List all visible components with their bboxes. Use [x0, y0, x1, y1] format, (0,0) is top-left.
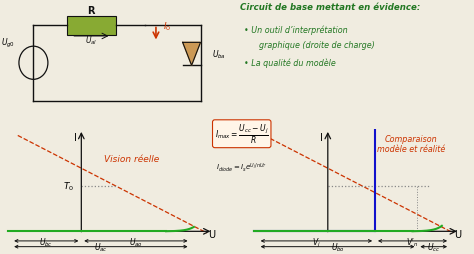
Text: $V_j$: $V_j$ [312, 235, 321, 249]
Polygon shape [182, 43, 201, 66]
Text: $U_{bc}$: $U_{bc}$ [39, 235, 53, 248]
Text: Vision réelle: Vision réelle [104, 154, 159, 163]
Text: • La qualité du modèle: • La qualité du modèle [245, 59, 336, 68]
Text: $U_{cc}$: $U_{cc}$ [427, 241, 440, 253]
Text: $I_0$: $I_0$ [163, 20, 171, 33]
Text: $U_{al}$: $U_{al}$ [85, 34, 98, 47]
Text: Comparaison
modèle et réalité: Comparaison modèle et réalité [377, 134, 445, 154]
Text: $U_{g0}$: $U_{g0}$ [1, 37, 15, 50]
Text: R: R [88, 6, 95, 17]
Text: graphique (droite de charge): graphique (droite de charge) [259, 41, 374, 50]
Text: U: U [208, 229, 215, 239]
Text: • Un outil d’interprétation: • Un outil d’interprétation [245, 26, 348, 35]
Text: U: U [455, 229, 462, 239]
Text: $U_{ac}$: $U_{ac}$ [94, 241, 108, 253]
Text: $U_{ao}$: $U_{ao}$ [129, 235, 143, 248]
Text: I: I [320, 133, 323, 143]
Text: Circuit de base mettant en évidence:: Circuit de base mettant en évidence: [239, 3, 420, 12]
Text: $V'_n$: $V'_n$ [406, 235, 419, 248]
Text: $I_{diode}=I_s e^{U_j/nU_T}$: $I_{diode}=I_s e^{U_j/nU_T}$ [216, 160, 267, 173]
Text: $U_{bo}$: $U_{bo}$ [330, 241, 345, 253]
Text: I: I [73, 133, 76, 143]
Text: $I_{max}=\dfrac{U_{cc}-U_j}{R}$: $I_{max}=\dfrac{U_{cc}-U_j}{R}$ [215, 123, 269, 146]
Text: $T_0$: $T_0$ [63, 180, 74, 193]
Bar [67, 17, 116, 36]
Text: $U_{ba}$: $U_{ba}$ [211, 48, 226, 61]
